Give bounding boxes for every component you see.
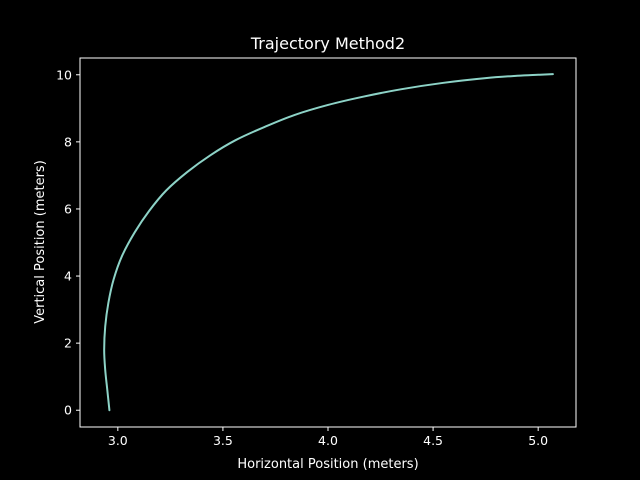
axes-frame [79, 57, 577, 428]
trajectory-line [103, 73, 554, 412]
y-tick-label: 4 [64, 269, 72, 284]
x-tick-label: 3.5 [213, 433, 233, 448]
y-tick-label: 0 [64, 403, 72, 418]
y-axis-label: Vertical Position (meters) [33, 160, 48, 324]
y-tick-label: 10 [56, 67, 72, 82]
y-tick-label: 8 [64, 134, 72, 149]
plot-area [103, 73, 554, 412]
chart-title: Trajectory Method2 [250, 34, 405, 53]
y-axis-ticks: 0 2 4 6 8 10 [56, 67, 80, 418]
x-tick-label: 5.0 [528, 433, 548, 448]
x-tick-label: 3.0 [108, 433, 128, 448]
x-tick-label: 4.0 [318, 433, 338, 448]
x-tick-label: 4.5 [423, 433, 443, 448]
x-axis-ticks: 3.0 3.5 4.0 4.5 5.0 [108, 427, 548, 448]
x-axis-label: Horizontal Position (meters) [237, 457, 418, 472]
y-tick-label: 6 [64, 201, 72, 216]
y-tick-label: 2 [64, 336, 72, 351]
